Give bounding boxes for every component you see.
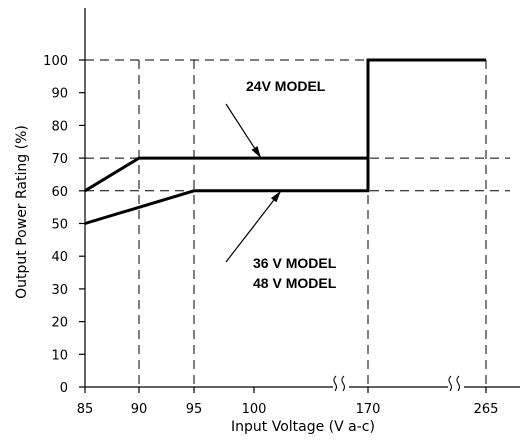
y-tick-label: 80 <box>51 119 68 134</box>
axis-layer <box>84 8 520 388</box>
annotation-arrow-24v <box>225 103 262 159</box>
annotation-24v-model: 24V MODEL <box>246 78 326 94</box>
annotation-36v-model: 36 V MODEL <box>253 255 337 271</box>
y-axis-title: Output Power Rating (%) <box>14 125 30 299</box>
series-line-2 <box>84 58 486 225</box>
x-tick-label: 100 <box>242 402 267 417</box>
y-tick-label: 20 <box>51 316 68 331</box>
x-tick-label: 90 <box>131 402 148 417</box>
tick-layer: 0 10 20 30 40 50 60 70 80 90 100 85 90 95 100 170 265 <box>43 54 498 417</box>
axis-break-layer <box>333 375 464 393</box>
y-tick-label: 70 <box>51 152 68 167</box>
y-tick-label: 0 <box>60 381 68 396</box>
x-tick-label: 85 <box>77 402 94 417</box>
x-tick-label: 170 <box>356 402 381 417</box>
y-tick-label: 10 <box>51 348 68 363</box>
annotation-arrow-36v-48v <box>225 190 282 263</box>
y-tick-label: 40 <box>51 250 68 265</box>
axis-break-mark-2 <box>448 375 464 393</box>
y-tick-label: 90 <box>51 87 68 102</box>
series-layer <box>84 58 486 225</box>
grid-layer <box>85 59 510 387</box>
y-tick-label: 50 <box>51 218 68 233</box>
y-tick-label: 30 <box>51 283 68 298</box>
x-tick-label: 95 <box>186 402 203 417</box>
annotation-layer: 24V MODEL 36 V MODEL 48 V MODEL <box>225 78 337 291</box>
annotation-48v-model: 48 V MODEL <box>253 275 337 291</box>
axis-break-mark-1 <box>333 375 349 393</box>
x-tick-label: 265 <box>474 402 499 417</box>
y-tick-label: 60 <box>51 185 68 200</box>
x-axis-title: Input Voltage (V a-c) <box>231 419 375 435</box>
y-tick-label: 100 <box>43 54 68 69</box>
